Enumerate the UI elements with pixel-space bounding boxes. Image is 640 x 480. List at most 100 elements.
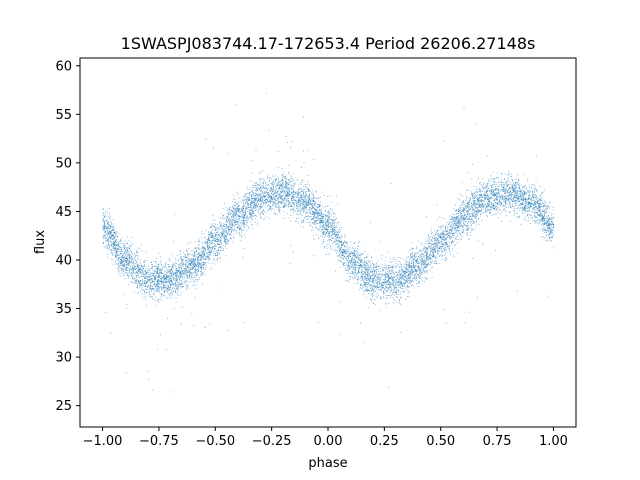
data-point xyxy=(445,241,447,243)
data-point xyxy=(374,284,376,286)
data-point xyxy=(122,271,124,272)
data-point xyxy=(420,271,422,273)
data-point xyxy=(288,190,290,192)
data-point xyxy=(154,278,156,279)
data-point xyxy=(411,260,413,261)
data-point xyxy=(329,218,331,220)
data-point xyxy=(418,276,419,278)
data-point xyxy=(138,269,140,270)
data-point xyxy=(277,188,279,190)
data-point xyxy=(160,281,162,282)
data-point xyxy=(238,212,240,213)
data-point xyxy=(408,286,409,288)
data-point xyxy=(398,281,400,283)
data-point xyxy=(426,266,428,267)
data-point xyxy=(225,220,227,221)
data-point xyxy=(431,261,433,263)
data-point xyxy=(109,235,111,237)
data-point xyxy=(550,219,552,221)
data-point xyxy=(190,262,192,264)
data-point xyxy=(512,187,514,189)
data-point xyxy=(151,278,152,280)
data-point xyxy=(339,228,341,230)
data-point xyxy=(132,258,134,260)
data-point xyxy=(294,182,296,184)
data-point xyxy=(487,205,489,207)
data-point xyxy=(303,210,304,212)
data-point xyxy=(126,262,128,264)
data-point xyxy=(173,267,174,269)
data-point xyxy=(348,268,350,270)
data-point xyxy=(175,285,177,287)
data-point xyxy=(118,274,120,276)
data-point xyxy=(364,268,366,270)
data-point xyxy=(344,241,346,243)
data-point xyxy=(446,242,447,244)
data-point xyxy=(138,271,140,272)
data-point xyxy=(407,269,409,270)
data-point xyxy=(307,216,309,217)
data-point xyxy=(113,246,115,248)
data-point xyxy=(476,195,477,197)
data-point xyxy=(403,274,405,275)
data-point xyxy=(135,268,136,270)
data-point xyxy=(449,245,451,247)
data-point xyxy=(127,275,128,276)
data-point xyxy=(333,220,334,222)
data-point xyxy=(435,251,437,253)
data-point xyxy=(233,233,235,235)
data-point xyxy=(188,272,190,273)
data-point xyxy=(214,230,216,231)
data-point xyxy=(549,237,551,239)
data-point xyxy=(351,260,353,261)
data-point xyxy=(126,249,128,251)
data-point xyxy=(125,250,126,252)
data-point xyxy=(376,287,378,288)
data-point xyxy=(420,256,422,258)
data-point xyxy=(138,287,140,289)
data-point xyxy=(273,193,275,195)
data-point xyxy=(153,281,154,282)
data-point xyxy=(462,231,464,233)
data-point xyxy=(444,250,446,252)
data-point xyxy=(136,255,138,257)
data-point xyxy=(333,213,335,215)
data-point xyxy=(431,247,433,248)
data-point xyxy=(231,210,232,212)
data-point xyxy=(548,221,550,223)
data-point xyxy=(270,178,272,180)
data-point xyxy=(206,241,208,243)
data-point xyxy=(462,236,463,238)
data-point xyxy=(166,281,168,283)
data-point xyxy=(374,276,376,277)
data-point xyxy=(335,225,337,227)
data-point xyxy=(438,237,440,239)
data-point xyxy=(127,251,129,253)
data-point xyxy=(480,209,482,211)
data-point xyxy=(539,198,540,199)
data-point xyxy=(437,235,439,237)
data-point xyxy=(179,283,180,284)
data-point xyxy=(112,254,114,256)
data-point xyxy=(455,242,457,244)
data-point xyxy=(332,226,334,228)
data-point xyxy=(353,262,355,263)
data-point xyxy=(484,200,485,202)
data-point xyxy=(513,184,515,186)
data-point xyxy=(156,269,158,271)
data-point xyxy=(393,281,395,283)
data-point xyxy=(406,281,408,283)
data-point xyxy=(545,212,547,213)
data-point xyxy=(186,261,188,263)
data-point xyxy=(348,280,350,282)
data-point xyxy=(466,224,468,226)
data-point xyxy=(412,252,414,253)
data-point xyxy=(366,279,368,281)
data-point xyxy=(511,184,513,186)
data-point xyxy=(290,215,292,216)
data-point xyxy=(146,278,148,279)
data-point xyxy=(290,178,292,179)
data-point xyxy=(146,283,147,285)
data-point xyxy=(179,268,180,269)
data-point xyxy=(167,264,169,265)
